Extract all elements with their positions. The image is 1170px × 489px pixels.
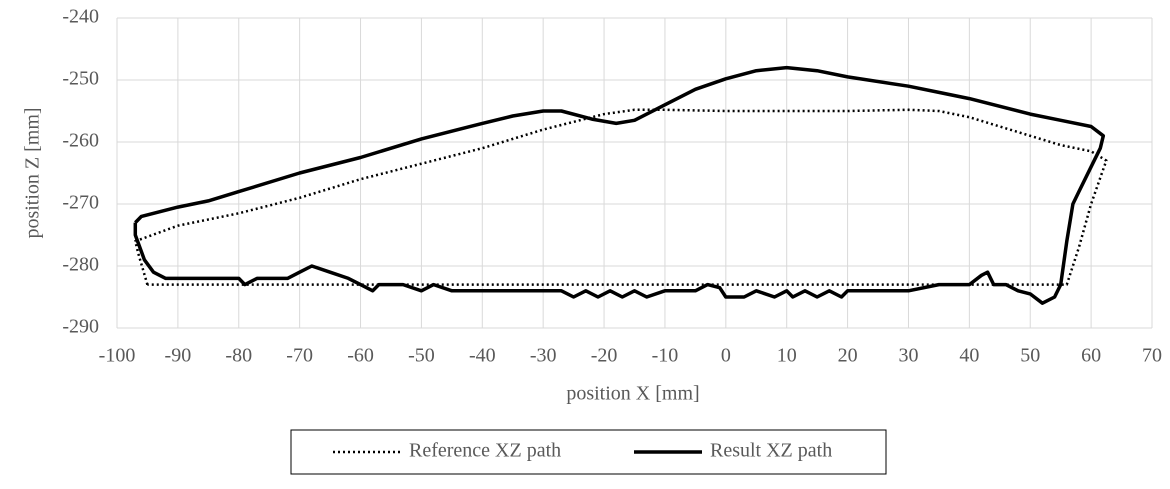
y-tick-label: -280	[62, 254, 99, 276]
x-tick-label: -80	[225, 345, 252, 367]
x-tick-label: -20	[591, 345, 618, 367]
x-tick-label: -90	[165, 345, 192, 367]
x-tick-label: 0	[721, 345, 731, 367]
x-tick-label: -100	[99, 345, 136, 367]
x-tick-label: 70	[1142, 345, 1162, 367]
x-tick-label: 50	[1020, 345, 1040, 367]
x-tick-label: 60	[1081, 345, 1101, 367]
x-tick-label: 10	[777, 345, 797, 367]
x-tick-label: -50	[408, 345, 435, 367]
x-tick-label: -60	[347, 345, 374, 367]
x-tick-label: -40	[469, 345, 496, 367]
y-tick-label: -240	[62, 6, 99, 28]
series-line	[134, 108, 1108, 286]
x-tick-label: 30	[898, 345, 918, 367]
legend-label: Reference XZ path	[409, 440, 561, 462]
y-tick-label: -270	[62, 192, 99, 214]
x-axis-label: position X [mm]	[566, 383, 699, 405]
legend-box	[290, 429, 887, 475]
y-tick-label: -260	[62, 130, 99, 152]
x-tick-label: -30	[530, 345, 557, 367]
x-tick-label: -70	[286, 345, 313, 367]
x-tick-label: -10	[652, 345, 679, 367]
x-tick-label: 40	[959, 345, 979, 367]
x-tick-label: 20	[838, 345, 858, 367]
series-line	[133, 65, 1106, 305]
legend-label: Result XZ path	[710, 440, 832, 462]
y-tick-label: -290	[62, 316, 99, 338]
y-axis-label: position Z [mm]	[22, 107, 44, 238]
y-tick-label: -250	[62, 68, 99, 90]
